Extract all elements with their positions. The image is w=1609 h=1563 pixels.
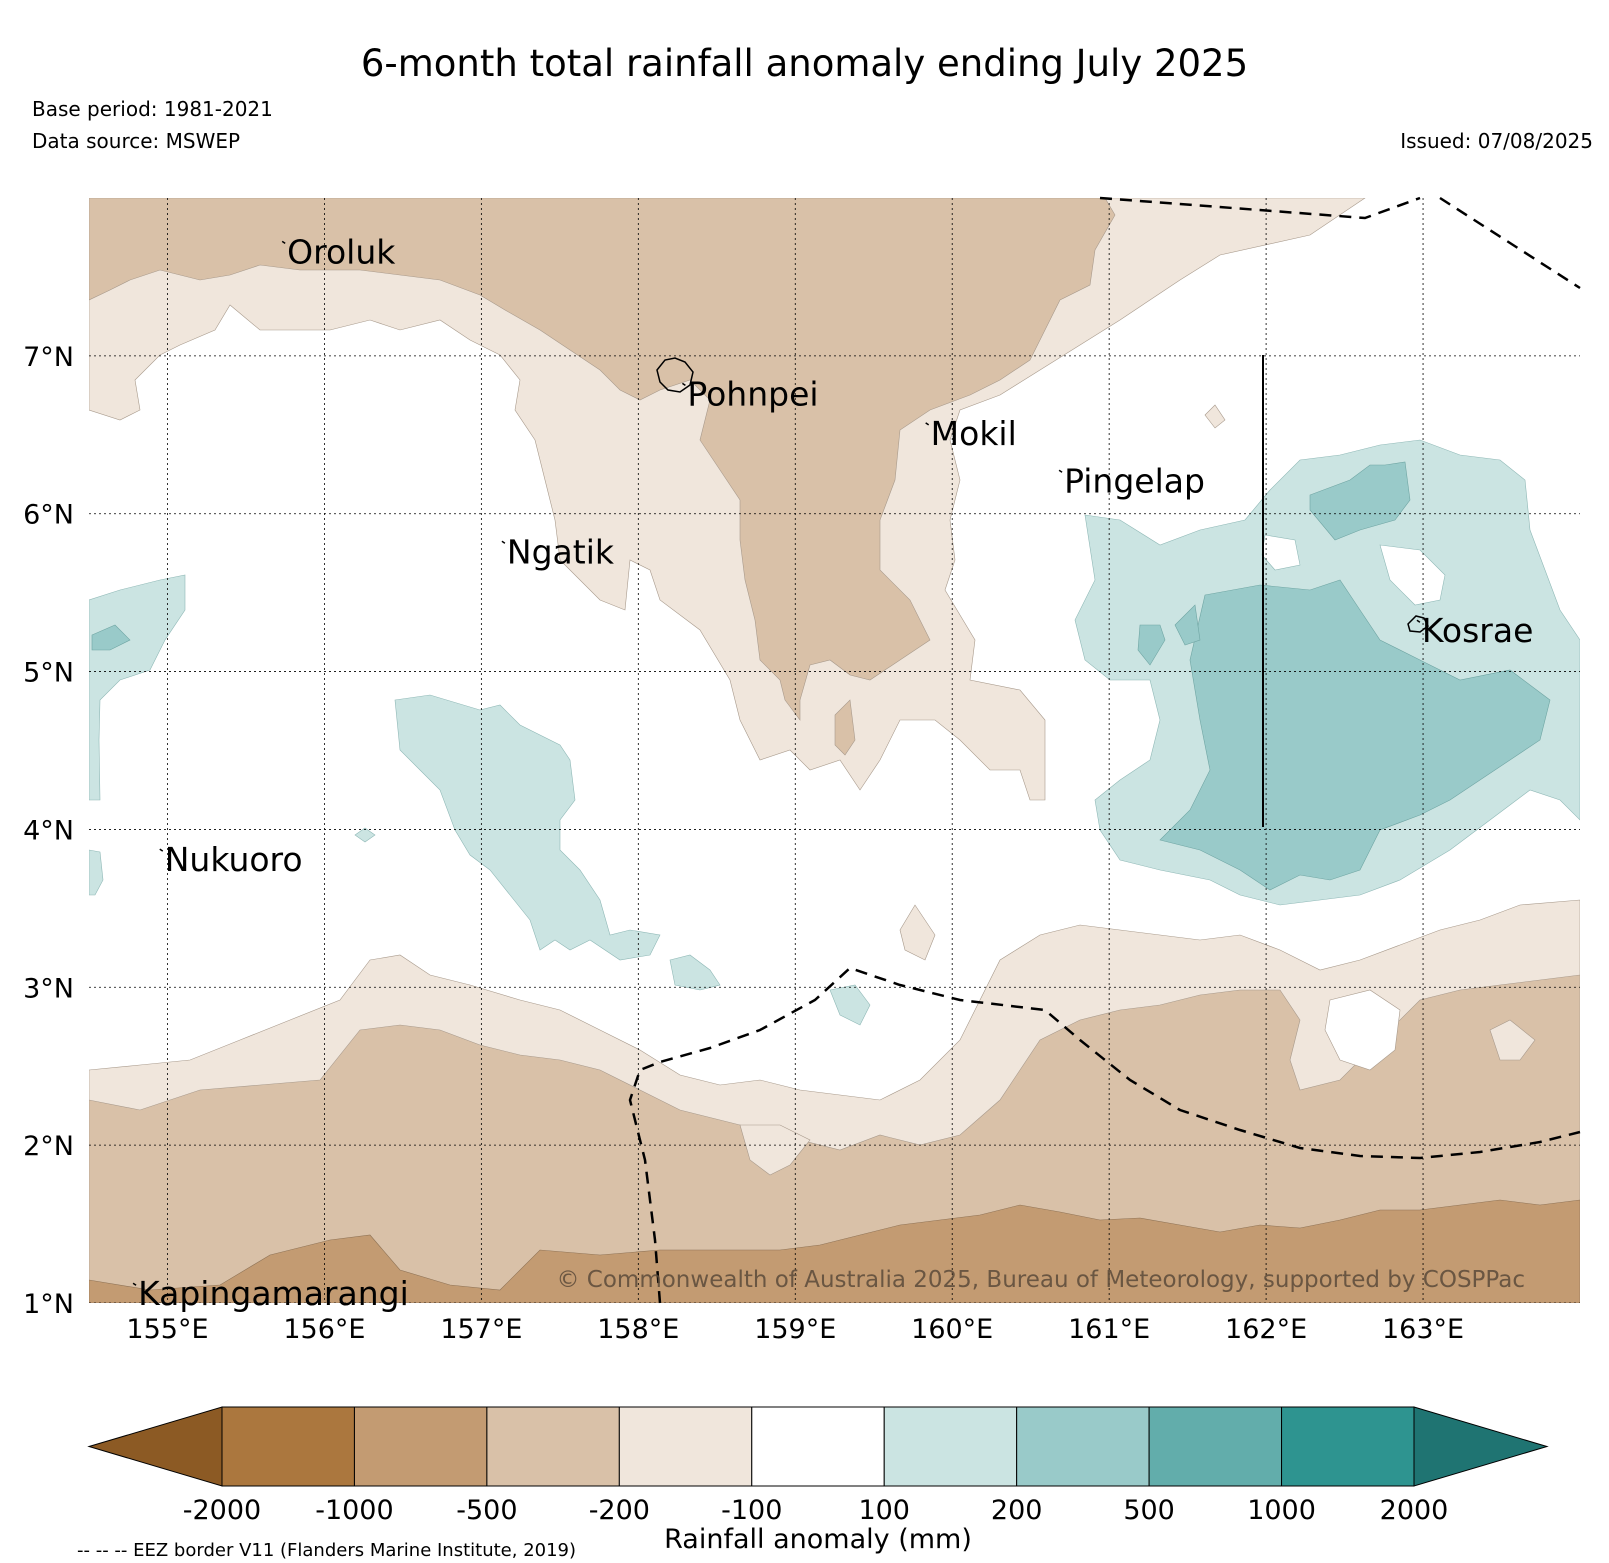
- latitude-tick-label: 3°N: [23, 973, 74, 1004]
- colorbar-tick-label: 500: [1123, 1495, 1175, 1526]
- latitude-tick-label: 4°N: [23, 815, 74, 846]
- latitude-tick-label: 1°N: [23, 1289, 74, 1320]
- eez-border-north: [1099, 196, 1421, 220]
- colorbar-tick-label: 1000: [1247, 1495, 1316, 1526]
- wet-patch-west-2: [89, 849, 104, 896]
- place-label: Mokil: [931, 414, 1017, 453]
- colorbar-tick-label: 200: [991, 1495, 1043, 1526]
- colorbar-tick-label: -1000: [315, 1495, 393, 1526]
- colorbar-swatch: [353, 1406, 488, 1487]
- place-label: Nukuoro: [165, 840, 303, 879]
- colorbar-label: Rainfall anomaly (mm): [664, 1524, 972, 1555]
- wet-region-central: [394, 694, 661, 961]
- longitude-tick-label: 162°E: [1225, 1314, 1307, 1345]
- longitude-tick-label: 157°E: [440, 1314, 522, 1345]
- map-title: 6-month total rainfall anomaly ending Ju…: [360, 42, 1249, 85]
- place-label: Ngatik: [507, 532, 615, 571]
- longitude-tick-label: 161°E: [1068, 1314, 1150, 1345]
- colorbar-tick-labels: -2000 -1000 -500 -200 -100 100 200 500 1000 2000: [183, 1495, 1449, 1526]
- colorbar-swatch: [751, 1406, 885, 1487]
- wet-patch-northeast: [1309, 461, 1411, 541]
- wet-region-east-inner: [1159, 579, 1551, 891]
- coastlines: [656, 357, 1429, 633]
- issued-date-label: Issued: 07/08/2025: [1400, 129, 1593, 153]
- base-period-label: Base period: 1981-2021: [32, 97, 273, 121]
- longitude-tick-label: 160°E: [911, 1314, 993, 1345]
- colorbar-tick-label: -100: [721, 1495, 782, 1526]
- wet-patch-small-east: [1137, 624, 1166, 666]
- latitude-tick-label: 7°N: [23, 342, 74, 373]
- dry-patch-mid: [899, 904, 936, 961]
- longitude-tick-label: 155°E: [126, 1314, 208, 1345]
- colorbar-tick-label: -2000: [183, 1495, 261, 1526]
- wet-patch-west-inner: [91, 624, 131, 651]
- place-labels: Oroluk Pohnpei Mokil Pingelap Ngatik Kosrae Nu…: [132, 232, 1533, 1313]
- colorbar-swatch: [486, 1406, 620, 1487]
- colorbar-tick-label: 2000: [1380, 1495, 1449, 1526]
- copyright-notice: © Commonwealth of Australia 2025, Bureau…: [556, 1267, 1525, 1293]
- normal-hole-east: [1379, 544, 1446, 606]
- dry-patch-inner-south: [739, 1124, 811, 1176]
- dry-patch-east-isle: [1204, 404, 1226, 429]
- place-marker: [281, 240, 286, 244]
- eez-borders: [628, 196, 1581, 1304]
- latitude-tick-label: 2°N: [23, 1131, 74, 1162]
- normal-patch-south: [1324, 989, 1401, 1071]
- latitude-tick-label: 5°N: [23, 658, 74, 689]
- dry-patch-small: [834, 699, 856, 756]
- place-label: Kosrae: [1422, 611, 1533, 650]
- colorbar-swatch: [1148, 1406, 1283, 1487]
- place-label: Pingelap: [1064, 461, 1205, 500]
- dry-region-north-inner: [89, 198, 1116, 721]
- dry-region-north-outer: [89, 198, 1366, 801]
- wet-patch-central-small-2: [829, 984, 871, 1026]
- longitude-tick-label: 158°E: [597, 1314, 679, 1345]
- wet-patch-small-east-2: [1174, 604, 1201, 646]
- dry-band-south-inner: [89, 1199, 1580, 1303]
- data-source-label: Data source: MSWEP: [32, 129, 241, 153]
- colorbar-tick-label: 100: [858, 1495, 910, 1526]
- eez-border-northeast: [1439, 196, 1581, 290]
- longitude-tick-label: 156°E: [283, 1314, 365, 1345]
- kosrae-coastline: [1407, 615, 1429, 633]
- eez-note: -- -- -- EEZ border V11 (Flanders Marine…: [77, 1540, 576, 1561]
- graticule: [89, 198, 1580, 1303]
- place-marker: [501, 540, 506, 544]
- place-label: Pohnpei: [687, 374, 818, 413]
- place-marker: [925, 422, 930, 426]
- dry-band-south-middle: [89, 974, 1580, 1303]
- colorbar-swatch: [618, 1406, 753, 1487]
- wet-patch-central-small: [669, 954, 721, 991]
- colorbar-extend-high: [1413, 1406, 1549, 1487]
- place-marker: [132, 1282, 137, 1286]
- wet-patch-tiny: [354, 827, 376, 843]
- colorbar-swatch: [221, 1406, 355, 1487]
- longitude-tick-label: 163°E: [1382, 1314, 1464, 1345]
- latitude-tick-label: 6°N: [23, 500, 74, 531]
- colorbar-tick-label: -500: [456, 1495, 517, 1526]
- place-marker: [1416, 619, 1421, 623]
- pohnpei-coastline: [656, 357, 694, 393]
- normal-patch-south-2: [1489, 1019, 1536, 1061]
- map-panel: [89, 198, 1580, 1303]
- colorbar-extend-low: [87, 1406, 223, 1487]
- longitude-tick-labels: 155°E 156°E 157°E 158°E 159°E 160°E 161°E 162°E…: [126, 1314, 1464, 1345]
- latitude-tick-labels: 1°N 2°N 3°N 4°N 5°N 6°N 7°N: [23, 342, 74, 1320]
- place-label: Oroluk: [287, 232, 396, 271]
- eez-border-south: [628, 966, 1581, 1304]
- colorbar-swatch: [1281, 1406, 1415, 1487]
- colorbar: [87, 1406, 1549, 1487]
- longitude-tick-label: 159°E: [754, 1314, 836, 1345]
- place-marker: [1058, 469, 1063, 473]
- place-marker: [159, 848, 164, 852]
- place-marker: [681, 382, 686, 387]
- colorbar-tick-label: -200: [589, 1495, 650, 1526]
- colorbar-swatch: [1016, 1406, 1150, 1487]
- place-label: Kapingamarangi: [138, 1274, 409, 1313]
- colorbar-swatch: [883, 1406, 1018, 1487]
